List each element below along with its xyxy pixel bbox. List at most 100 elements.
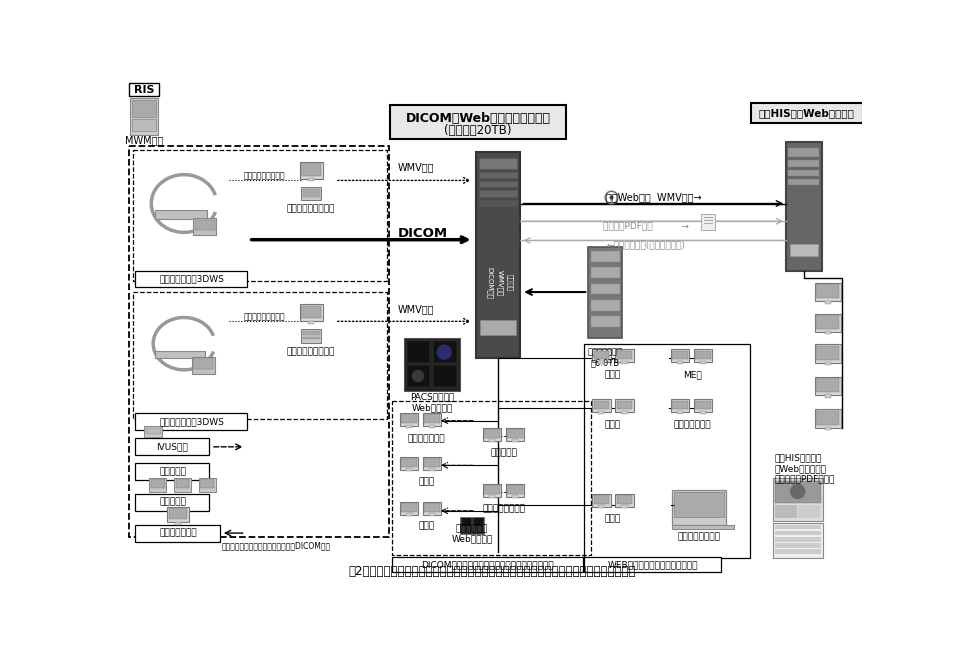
Bar	[816, 315, 839, 329]
Bar	[593, 495, 609, 504]
Text: ←オーダー連携(カテ、エコー): ←オーダー連携(カテ、エコー)	[607, 240, 685, 250]
Bar	[422, 502, 442, 515]
Text: 図2　独立行政法人　国立病院機構　豊橋医療センター　動画ネットワークシステム構成図: 図2 独立行政法人 国立病院機構 豊橋医療センター 動画ネットワークシステム構成…	[348, 565, 636, 578]
Bar	[585, 344, 750, 558]
Bar	[615, 399, 634, 412]
Bar	[799, 505, 820, 517]
Bar	[401, 415, 417, 423]
Text: 血管造影装置＆3DWS: 血管造影装置＆3DWS	[159, 274, 224, 283]
Bar	[175, 521, 180, 525]
Bar	[621, 361, 628, 363]
Bar	[201, 479, 214, 488]
Bar	[192, 357, 215, 374]
Bar	[695, 400, 710, 409]
Text: 過去データ移行
約6.0TB: 過去データ移行 約6.0TB	[588, 348, 623, 367]
Bar	[704, 216, 713, 218]
Text: レポートPDF連携          →: レポートPDF連携 →	[603, 222, 689, 230]
Text: 脳神経外科面談室: 脳神経外科面談室	[678, 532, 721, 541]
Text: 血管造影操作室: 血管造影操作室	[408, 434, 445, 443]
Bar	[422, 457, 442, 470]
Bar	[700, 411, 706, 413]
Bar	[392, 557, 583, 573]
Bar	[776, 543, 821, 548]
Text: 脳神経外科研究室: 脳神経外科研究室	[482, 504, 525, 514]
Bar	[433, 341, 457, 363]
Bar	[825, 427, 830, 430]
Bar	[144, 426, 162, 437]
Bar	[592, 349, 611, 362]
Text: RIS: RIS	[133, 84, 155, 94]
Bar	[176, 479, 189, 488]
Bar	[195, 220, 215, 231]
Text: 他社ビューワ
Web呼び出し: 他社ビューワ Web呼び出し	[451, 524, 492, 543]
Bar	[199, 478, 216, 492]
Bar	[399, 457, 419, 470]
Bar	[174, 478, 191, 492]
Bar	[146, 428, 161, 434]
Circle shape	[437, 344, 452, 360]
Bar	[484, 486, 500, 494]
Bar	[462, 519, 471, 526]
Bar	[790, 244, 818, 256]
Text: 検査室: 検査室	[605, 515, 621, 524]
Bar	[788, 170, 819, 176]
Text: 循環器病棟: 循環器病棟	[491, 448, 517, 458]
Bar	[424, 415, 440, 423]
Bar	[392, 402, 590, 555]
Bar	[598, 411, 605, 413]
Bar	[169, 508, 187, 519]
Text: DICOM: DICOM	[398, 227, 448, 240]
Text: WMV形式: WMV形式	[398, 162, 435, 172]
Bar	[132, 100, 156, 117]
Bar	[592, 399, 611, 412]
Text: レポート: レポート	[507, 274, 513, 291]
Text: 透視像録画システム: 透視像録画システム	[287, 347, 335, 356]
Bar	[150, 478, 166, 492]
Text: WMV形式: WMV形式	[398, 304, 435, 314]
Bar	[479, 181, 517, 187]
Bar	[301, 329, 321, 343]
Text: IVUS装置: IVUS装置	[156, 443, 188, 451]
Bar	[593, 400, 609, 409]
Bar	[429, 469, 435, 471]
Bar	[424, 503, 440, 512]
Bar	[508, 429, 523, 437]
Bar	[615, 349, 634, 362]
Bar	[401, 503, 417, 512]
Bar	[788, 179, 819, 185]
Bar	[193, 358, 213, 369]
Bar	[621, 505, 628, 508]
Bar	[671, 399, 689, 412]
Circle shape	[412, 370, 424, 382]
Text: WMV動画: WMV動画	[497, 270, 504, 296]
Bar	[308, 178, 314, 181]
Bar	[752, 103, 863, 124]
Bar	[512, 495, 518, 499]
Bar	[399, 502, 419, 515]
Bar	[590, 316, 620, 327]
Bar	[788, 161, 819, 166]
Bar	[776, 537, 821, 541]
Bar	[616, 400, 632, 409]
Bar	[489, 495, 495, 499]
Bar	[135, 270, 247, 287]
Bar	[776, 505, 797, 517]
Bar	[615, 494, 634, 507]
Circle shape	[790, 484, 805, 499]
Bar	[776, 481, 821, 503]
Bar	[133, 150, 387, 281]
Bar	[429, 424, 435, 428]
Bar	[151, 479, 165, 488]
Bar	[429, 513, 435, 516]
Bar	[677, 361, 683, 363]
Bar	[406, 424, 412, 428]
Text: 動画Web連携  WMV動画→: 動画Web連携 WMV動画→	[606, 192, 702, 202]
Bar	[133, 292, 387, 419]
Bar	[131, 98, 157, 135]
Bar	[302, 332, 320, 335]
Bar	[694, 399, 712, 412]
Bar	[786, 142, 822, 271]
Bar	[621, 411, 628, 413]
Text: 検査室: 検査室	[605, 420, 621, 429]
Text: パブリッシャーへ簡易ビューワ付きDICOM送信: パブリッシャーへ簡易ビューワ付きDICOM送信	[222, 541, 331, 550]
